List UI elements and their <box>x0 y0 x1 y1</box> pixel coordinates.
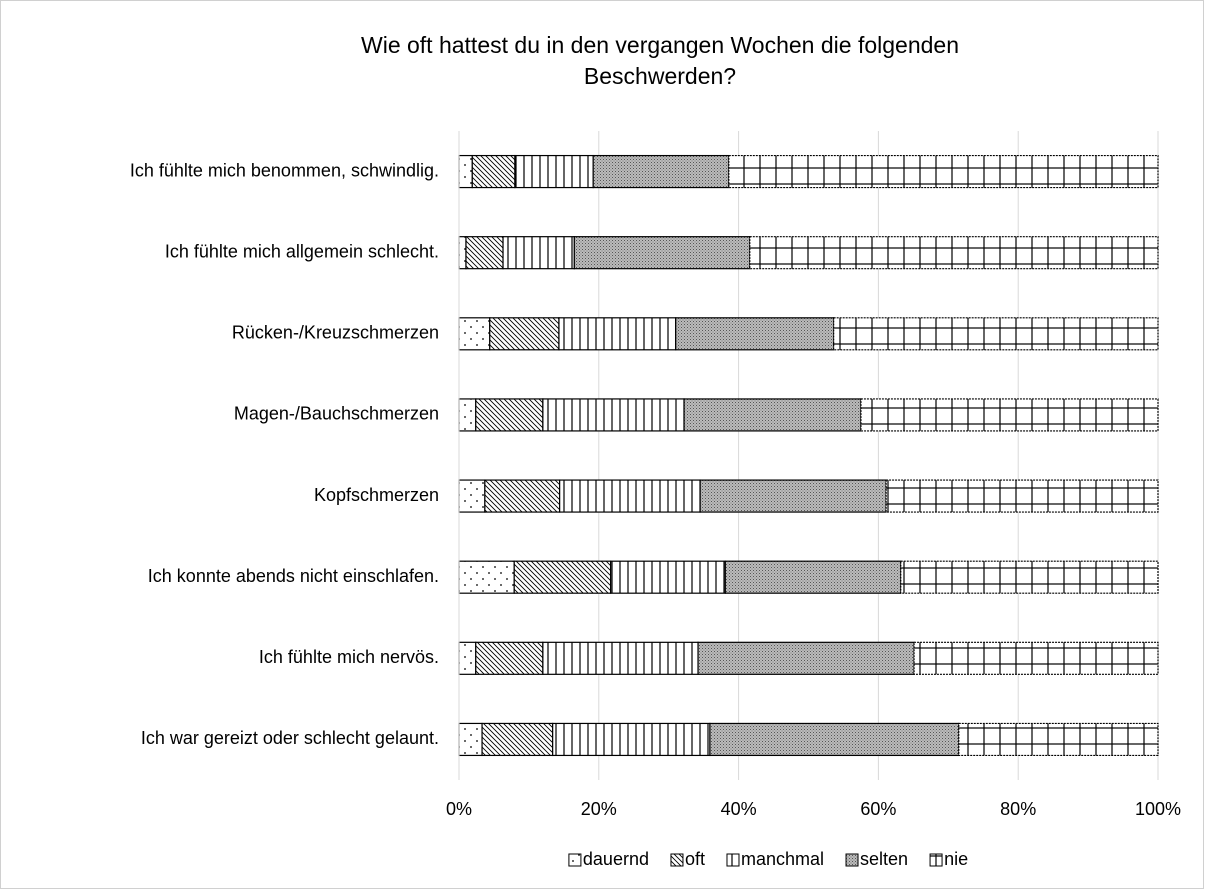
y-tick-label: Magen-/Bauchschmerzen <box>234 404 439 424</box>
y-tick-label: Ich fühlte mich benommen, schwindlig. <box>130 160 439 180</box>
bar-segment <box>833 317 1159 351</box>
bar-segment <box>514 154 594 189</box>
x-tick-label: 40% <box>721 799 757 819</box>
bar-segment <box>513 560 612 594</box>
bar-segment <box>465 236 504 270</box>
bar-segment <box>683 398 862 432</box>
bar-segment <box>458 722 483 757</box>
bar-segment <box>458 641 477 675</box>
bar-segment <box>471 154 516 189</box>
bar-segment <box>542 641 699 675</box>
bar-segment <box>475 398 544 432</box>
legend-label: oft <box>685 849 705 869</box>
bar-segment <box>502 236 575 270</box>
x-tick-label: 80% <box>1000 799 1036 819</box>
bar-segment <box>699 479 887 513</box>
bar-segment <box>675 317 835 351</box>
bar-segment <box>489 317 560 351</box>
bar-segment <box>558 317 677 351</box>
bar-segment <box>709 722 960 757</box>
x-tick-label: 60% <box>860 799 896 819</box>
bar-segment <box>481 722 554 757</box>
bar-segment <box>749 236 1159 270</box>
bar-segment <box>885 479 1159 513</box>
legend-swatch <box>929 853 943 867</box>
chart-title: Wie oft hattest du in den vergangen Woch… <box>361 32 959 89</box>
bar-segment <box>552 722 711 757</box>
y-tick-label: Ich fühlte mich allgemein schlecht. <box>165 241 439 261</box>
legend-swatch <box>670 853 684 867</box>
bar-segment <box>610 560 726 594</box>
bar-segment <box>458 479 486 513</box>
y-tick-label: Rücken-/Kreuzschmerzen <box>232 323 439 343</box>
bar-segment <box>913 641 1159 675</box>
legend-label: nie <box>944 849 968 869</box>
x-tick-label: 20% <box>581 799 617 819</box>
bar-segment <box>458 236 467 270</box>
legend-swatch <box>568 853 582 867</box>
x-tick-label: 100% <box>1135 799 1181 819</box>
legend-swatch <box>726 853 740 867</box>
bar-segment <box>475 641 544 675</box>
bar-segment <box>697 641 915 675</box>
bar-segment <box>458 398 477 432</box>
legend-label: manchmal <box>741 849 824 869</box>
bar-segment <box>860 398 1159 432</box>
x-tick-label: 0% <box>446 799 472 819</box>
bar-segment <box>573 236 751 270</box>
bar-segment <box>724 560 902 594</box>
y-tick-label: Ich fühlte mich nervös. <box>259 647 439 667</box>
bar-segment <box>559 479 701 513</box>
legend-label: selten <box>860 849 908 869</box>
bar-segment <box>542 398 685 432</box>
y-tick-label: Ich war gereizt oder schlecht gelaunt. <box>141 728 439 748</box>
y-tick-label: Kopfschmerzen <box>314 485 439 505</box>
bar-segment <box>458 154 473 189</box>
bar-segment <box>592 154 730 189</box>
bar-segment <box>900 560 1159 594</box>
bar-segment <box>728 154 1159 189</box>
bar-segment <box>458 317 491 351</box>
y-tick-label: Ich konnte abends nicht einschlafen. <box>148 566 439 586</box>
legend-swatch <box>845 853 859 867</box>
bar-segment <box>958 722 1159 757</box>
bar-segment <box>458 560 515 594</box>
legend-label: dauernd <box>583 849 649 869</box>
bar-segment <box>484 479 561 513</box>
